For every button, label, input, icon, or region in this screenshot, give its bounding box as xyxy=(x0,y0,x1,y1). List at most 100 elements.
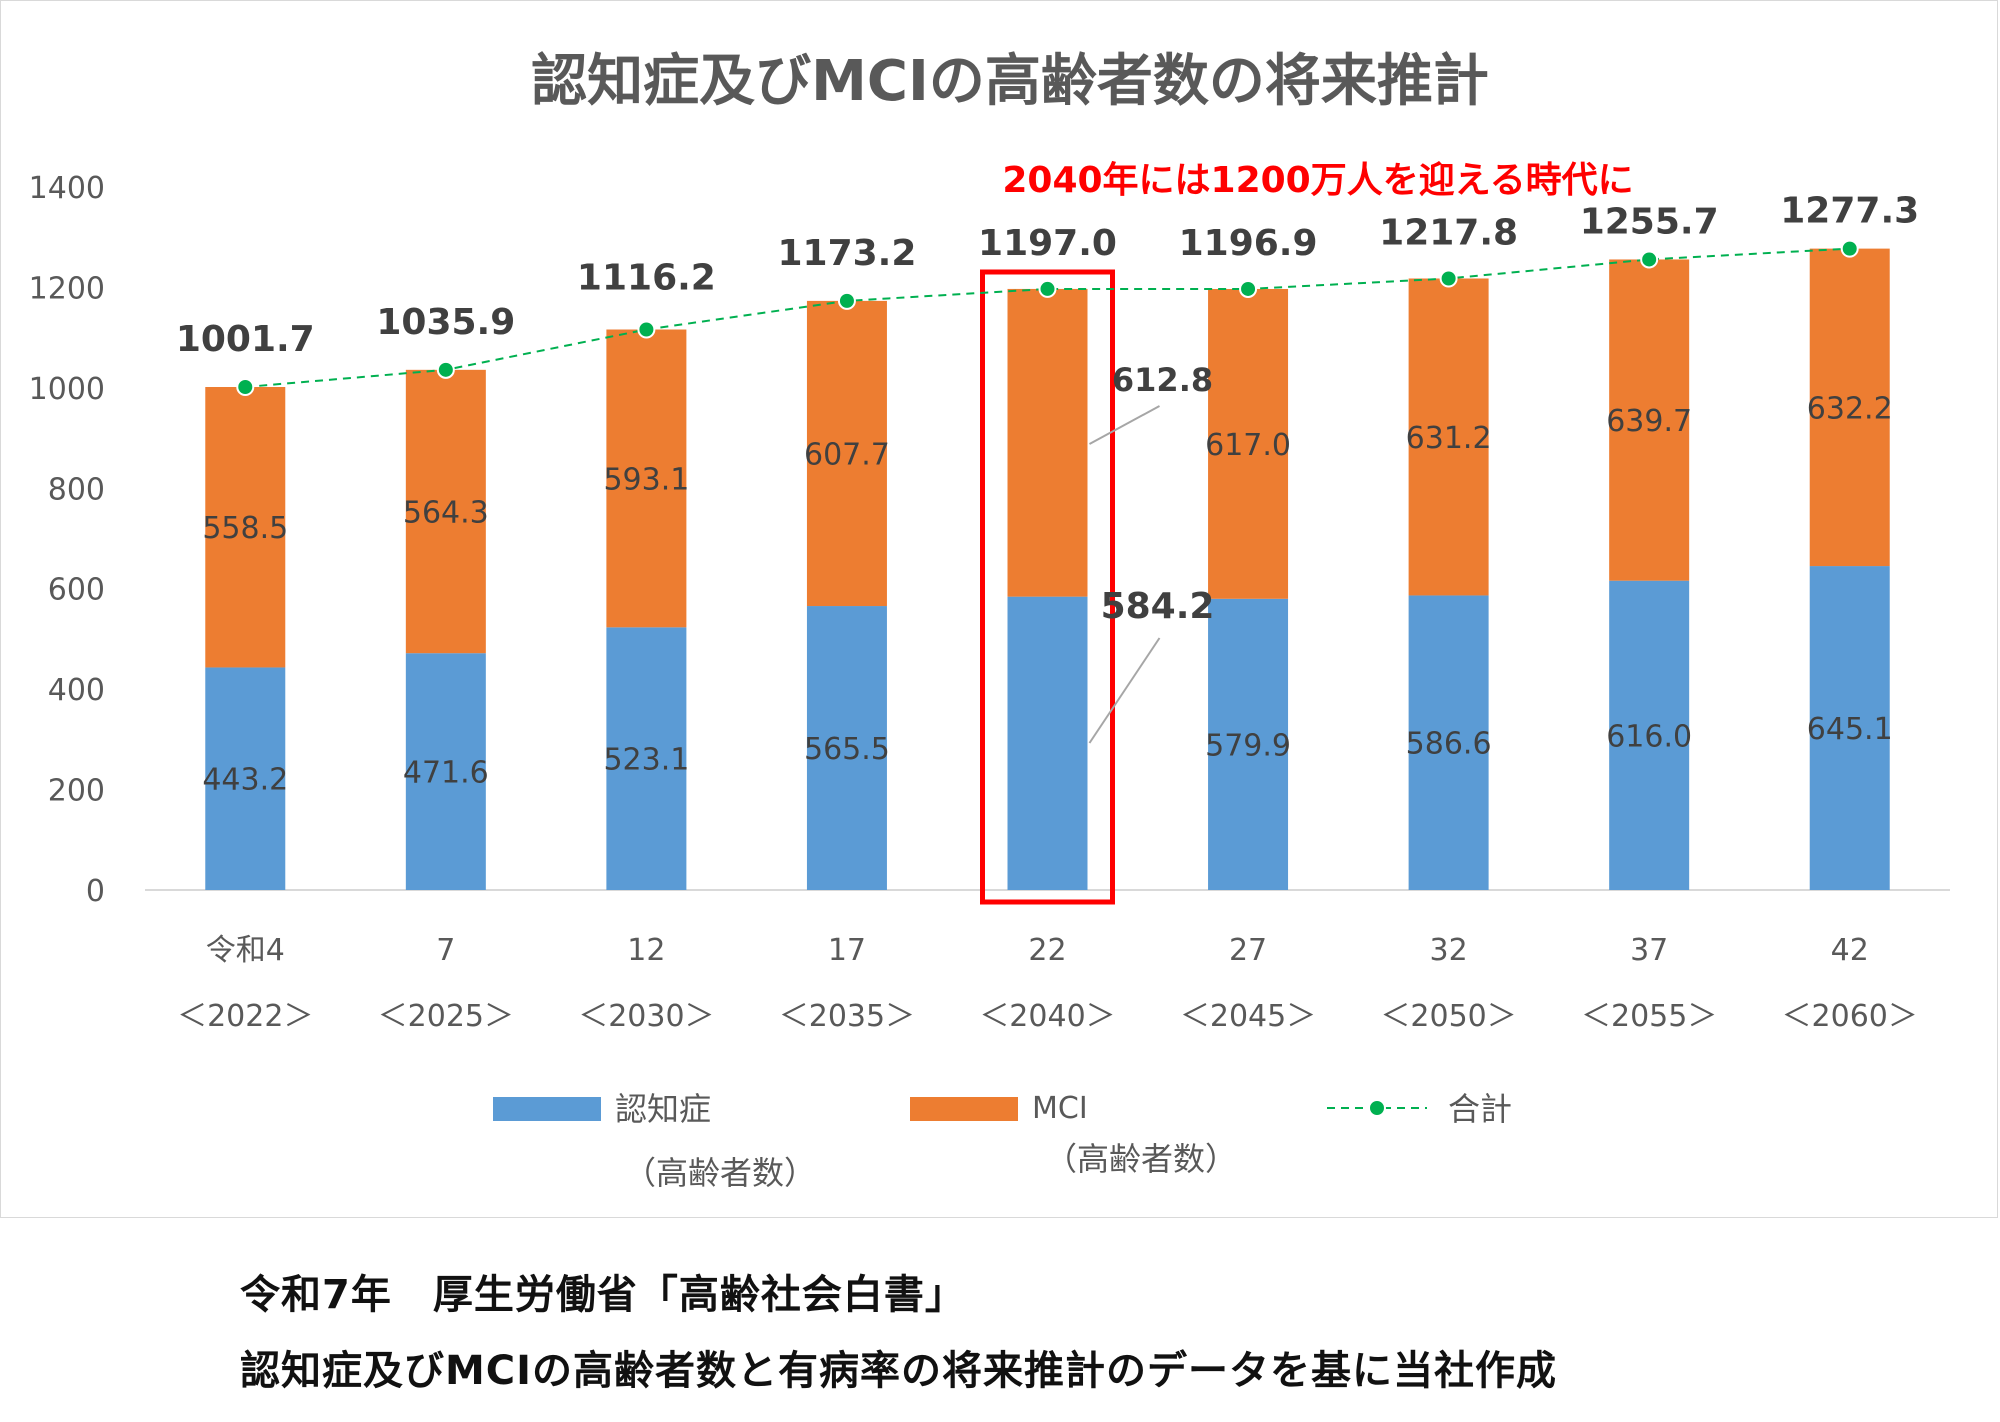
bar-mci xyxy=(1809,248,1890,567)
bar-mci xyxy=(1609,259,1690,581)
bar-dementia xyxy=(1408,595,1489,890)
source-line-1: 令和7年 厚生労働省「高齢社会白書」 xyxy=(240,1272,966,1318)
bars xyxy=(205,248,1890,905)
bar-mci xyxy=(606,329,687,628)
total-marker xyxy=(637,320,656,339)
x-tick-label: 令和4 xyxy=(206,933,285,968)
bar-dementia xyxy=(1007,596,1088,890)
bar-dementia xyxy=(806,606,887,890)
bar-dementia xyxy=(405,653,486,890)
legend-sub-dementia: （高齢者数） xyxy=(624,1154,816,1192)
data-labels: 1001.7 1035.9 1116.2 1173.2 1197.0 1196.9 1217… xyxy=(176,191,1919,798)
x-tick-year-label: ＜2050＞ xyxy=(1380,999,1516,1034)
total-label: 1277.3 xyxy=(1780,191,1919,232)
x-tick-year-label: ＜2060＞ xyxy=(1782,999,1918,1034)
mci-label: 564.3 xyxy=(403,496,489,531)
total-line xyxy=(236,239,1859,397)
mci-label: 607.7 xyxy=(804,437,890,472)
legend-label-mci: MCI xyxy=(1032,1091,1088,1126)
callout-line-mci xyxy=(1089,405,1160,445)
total-marker xyxy=(1640,250,1659,269)
chart-frame xyxy=(0,0,1998,1218)
x-tick-label: 37 xyxy=(1630,933,1668,968)
y-tick-label: 1000 xyxy=(29,372,105,407)
legend-marker-total xyxy=(1368,1099,1386,1117)
total-label: 1173.2 xyxy=(777,233,916,274)
x-tick-label: 42 xyxy=(1831,933,1869,968)
y-tick-label: 0 xyxy=(86,874,105,909)
bar-dementia xyxy=(1208,598,1289,890)
bar-mci xyxy=(205,387,286,668)
mci-label: 593.1 xyxy=(603,462,689,497)
x-tick-label: 17 xyxy=(828,933,866,968)
dementia-label: 579.9 xyxy=(1205,728,1291,763)
x-tick-label: 27 xyxy=(1229,933,1267,968)
total-label: 1217.8 xyxy=(1379,212,1518,253)
total-label: 1196.9 xyxy=(1179,223,1318,264)
chart-title: 認知症及びMCIの高齢者数の将来推計 xyxy=(531,49,1489,114)
x-tick-year-label: ＜2025＞ xyxy=(378,999,514,1034)
y-tick-label: 600 xyxy=(48,573,105,608)
bar-dementia xyxy=(606,627,687,890)
legend-swatch-mci xyxy=(910,1097,1018,1121)
callout-line-dementia xyxy=(1088,637,1161,744)
x-tick-label: 32 xyxy=(1430,933,1468,968)
legend-sub-mci: （高齢者数） xyxy=(1045,1140,1237,1178)
y-tick-label: 800 xyxy=(48,472,105,507)
annotation-text: 2040年には1200万人を迎える時代に xyxy=(1002,160,1633,201)
mci-label: 612.8 xyxy=(1112,361,1213,399)
total-label: 1001.7 xyxy=(176,319,315,360)
total-marker xyxy=(1038,279,1057,298)
total-marker xyxy=(236,378,255,397)
x-tick-year-label: ＜2045＞ xyxy=(1180,999,1316,1034)
stacked-bar-chart: 認知症及びMCIの高齢者数の将来推計 2040年には1200万人を迎える時代に … xyxy=(29,49,1950,1192)
x-tick-year-label: ＜2022＞ xyxy=(177,999,313,1034)
bar-dementia xyxy=(205,667,286,890)
dementia-label: 645.1 xyxy=(1807,712,1893,747)
dementia-label: 471.6 xyxy=(403,756,489,791)
total-marker xyxy=(436,360,455,379)
legend-swatch-dementia xyxy=(493,1097,601,1121)
total-label: 1035.9 xyxy=(376,302,515,343)
total-marker xyxy=(1239,279,1258,298)
x-tick-year-label: ＜2030＞ xyxy=(578,999,714,1034)
bar-mci xyxy=(806,300,887,607)
dementia-label: 565.5 xyxy=(804,732,890,767)
highlight-box xyxy=(980,269,1115,905)
dementia-label: 616.0 xyxy=(1606,719,1692,754)
bar-mci xyxy=(1007,288,1088,597)
total-label: 1197.0 xyxy=(978,223,1117,264)
bar-mci xyxy=(1408,278,1489,596)
x-tick-year-label: ＜2055＞ xyxy=(1581,999,1717,1034)
y-tick-label: 400 xyxy=(48,673,105,708)
x-axis: 令和4 ＜2022＞ 7 ＜2025＞ 12 ＜2030＞ 17 ＜2035＞ 22 ＜2040＞… xyxy=(177,933,1918,1034)
total-marker xyxy=(837,291,856,310)
x-tick-year-label: ＜2035＞ xyxy=(779,999,915,1034)
bar-mci xyxy=(1208,288,1289,599)
mci-label: 632.2 xyxy=(1807,391,1893,426)
x-tick-year-label: ＜2040＞ xyxy=(979,999,1115,1034)
bar-dementia xyxy=(1809,566,1890,890)
legend: 認知症 （高齢者数） MCI （高齢者数） 合計 xyxy=(493,1090,1512,1192)
source-line-2: 認知症及びMCIの高齢者数と有病率の将来推計のデータを基に当社作成 xyxy=(240,1348,1558,1394)
mci-label: 631.2 xyxy=(1406,421,1492,456)
x-tick-label: 12 xyxy=(627,933,665,968)
y-tick-label: 1400 xyxy=(29,171,105,206)
legend-label-total: 合計 xyxy=(1448,1090,1512,1128)
total-marker xyxy=(1840,239,1859,258)
bar-dementia xyxy=(1609,580,1690,890)
y-tick-label: 200 xyxy=(48,774,105,809)
total-label: 1255.7 xyxy=(1580,201,1719,242)
total-label: 1116.2 xyxy=(577,258,716,299)
dementia-label: 586.6 xyxy=(1406,727,1492,762)
total-line-path xyxy=(245,247,1850,388)
x-tick-label: 22 xyxy=(1028,933,1066,968)
bar-mci xyxy=(405,369,486,654)
dementia-label: 584.2 xyxy=(1101,586,1215,627)
mci-label: 617.0 xyxy=(1205,428,1291,463)
total-marker xyxy=(1439,269,1458,288)
legend-label-dementia: 認知症 xyxy=(615,1090,711,1128)
x-tick-label: 7 xyxy=(436,933,455,968)
y-tick-label: 1200 xyxy=(29,271,105,306)
dementia-label: 443.2 xyxy=(202,763,288,798)
